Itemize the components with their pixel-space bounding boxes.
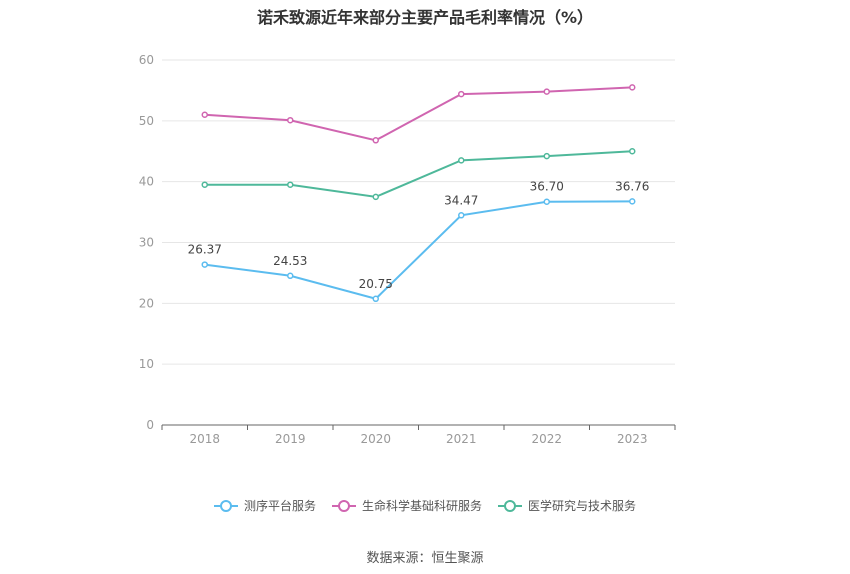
data-point-s0-3 bbox=[458, 212, 465, 219]
data-point-s0-2 bbox=[372, 295, 379, 303]
x-tick-label-2023: 2023 bbox=[617, 432, 648, 446]
data-point-s1-5 bbox=[629, 84, 636, 91]
legend-item-1: 生命科学基础科研服务 bbox=[332, 498, 482, 513]
y-tick-label-20: 20 bbox=[139, 296, 154, 310]
data-point-s2-1 bbox=[287, 181, 294, 188]
data-point-s0-1 bbox=[287, 272, 294, 280]
data-point-s1-3 bbox=[458, 90, 465, 98]
y-tick-label-50: 50 bbox=[139, 114, 154, 128]
series-line-1 bbox=[204, 86, 633, 142]
data-label-s0-1: 24.53 bbox=[273, 254, 307, 268]
data-label-s0-0: 26.37 bbox=[188, 243, 222, 257]
data-label-s0-4: 36.70 bbox=[530, 180, 564, 194]
y-tick-label-10: 10 bbox=[139, 357, 154, 371]
x-tick-label-2021: 2021 bbox=[446, 432, 477, 446]
y-tick-label-30: 30 bbox=[139, 236, 154, 250]
chart-title: 诺禾致源近年来部分主要产品毛利率情况（%） bbox=[256, 8, 594, 27]
data-point-s2-5 bbox=[629, 148, 636, 155]
data-point-s1-2 bbox=[372, 137, 379, 144]
data-point-s1-4 bbox=[543, 88, 550, 95]
y-tick-label-40: 40 bbox=[139, 175, 154, 189]
legend-item-2: 医学研究与技术服务 bbox=[498, 498, 636, 513]
data-point-s2-4 bbox=[543, 152, 550, 160]
data-point-s0-4 bbox=[543, 198, 550, 205]
axes: 0 10 20 30 40 50 60 2018 2019 2020 2021 2022 2023 bbox=[139, 53, 676, 446]
x-tick-label-2022: 2022 bbox=[531, 432, 562, 446]
x-tick-label-2018: 2018 bbox=[189, 432, 220, 446]
grid-lines bbox=[162, 59, 675, 365]
series-line-2 bbox=[204, 150, 633, 198]
legend-item-0: 测序平台服务 bbox=[214, 498, 316, 513]
data-point-s2-0 bbox=[201, 181, 208, 188]
legend-marker-icon bbox=[504, 500, 516, 512]
data-labels: 26.37 24.53 20.75 34.47 36.70 36.76 bbox=[188, 179, 650, 290]
data-label-s0-3: 34.47 bbox=[444, 193, 478, 207]
legend: 测序平台服务 生命科学基础科研服务 医学研究与技术服务 bbox=[214, 498, 636, 513]
legend-label: 医学研究与技术服务 bbox=[528, 498, 636, 513]
data-source: 数据来源：恒生聚源 bbox=[366, 551, 484, 566]
x-tick-label-2019: 2019 bbox=[275, 432, 306, 446]
data-point-s0-5 bbox=[629, 198, 636, 205]
data-point-s2-2 bbox=[372, 193, 379, 201]
x-tick-label-2020: 2020 bbox=[360, 432, 391, 446]
data-point-s1-1 bbox=[287, 116, 294, 124]
legend-label: 测序平台服务 bbox=[244, 498, 316, 513]
series-line-0 bbox=[204, 200, 633, 300]
data-point-s0-0 bbox=[201, 261, 208, 268]
data-label-s0-2: 20.75 bbox=[359, 277, 393, 291]
legend-marker-icon bbox=[338, 500, 350, 512]
legend-marker-icon bbox=[220, 500, 232, 512]
y-tick-label-60: 60 bbox=[139, 53, 154, 67]
data-point-s1-0 bbox=[201, 111, 208, 118]
legend-label: 生命科学基础科研服务 bbox=[362, 498, 482, 513]
data-point-s2-3 bbox=[458, 157, 465, 164]
data-label-s0-5: 36.76 bbox=[615, 179, 649, 193]
y-tick-label-0: 0 bbox=[146, 418, 154, 432]
series-lines bbox=[201, 84, 636, 303]
